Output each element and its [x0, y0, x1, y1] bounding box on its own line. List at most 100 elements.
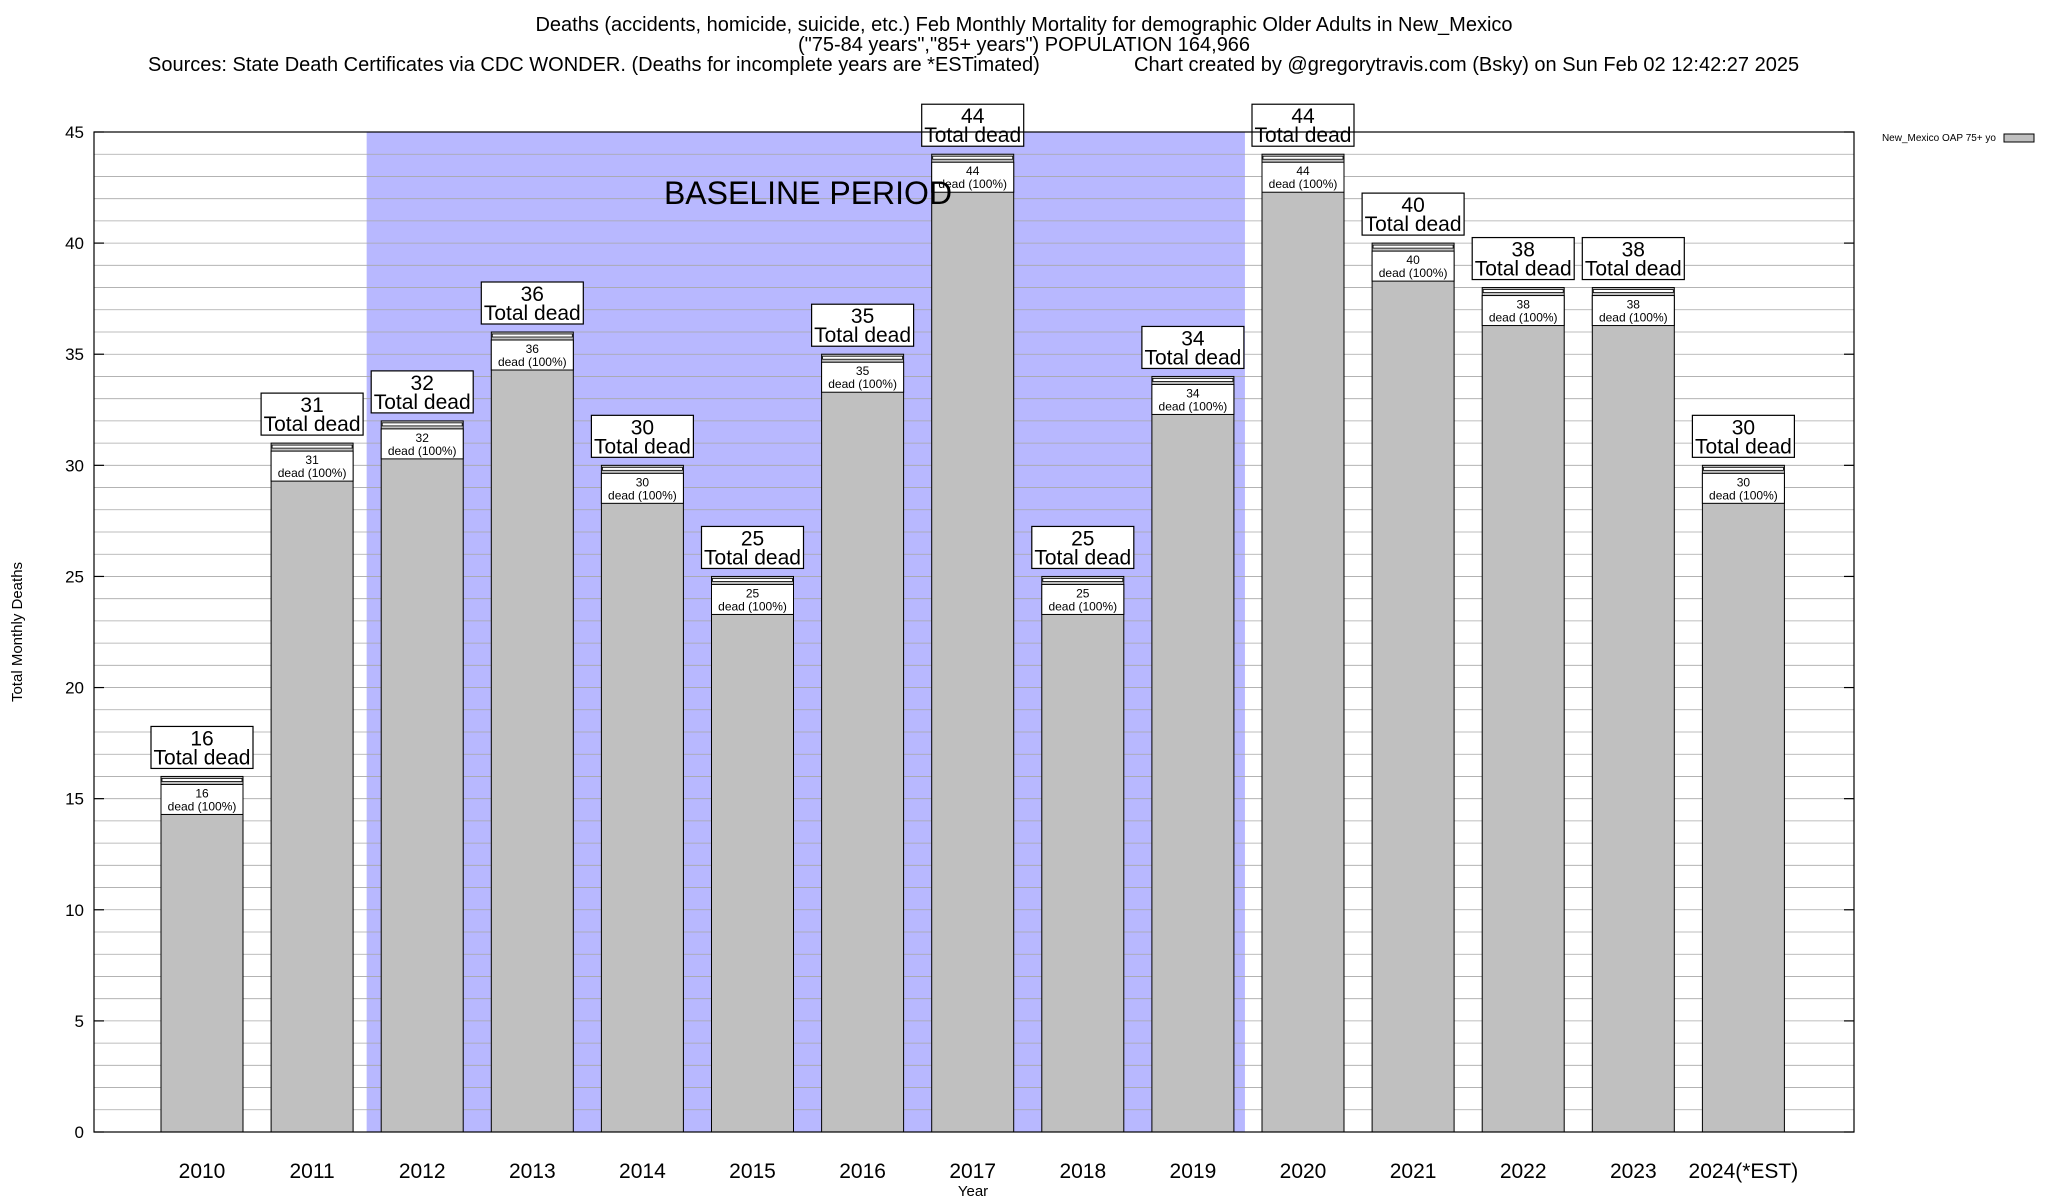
x-tick-label: 2017 [949, 1160, 996, 1183]
bar-top-strip [1152, 378, 1234, 382]
bar-2015 [711, 575, 794, 1133]
total-label-box [810, 303, 915, 347]
total-label-box [1581, 236, 1685, 281]
inner-value-label: 16 [195, 786, 209, 800]
bar-top-strip [1592, 289, 1674, 293]
total-value-label: 40 [1401, 194, 1424, 217]
bar-2022 [1481, 287, 1565, 1133]
legend-swatch [2003, 133, 2035, 143]
x-tick-label: 2012 [399, 1160, 446, 1183]
total-value-label: 32 [411, 372, 434, 395]
total-label-box [480, 281, 584, 325]
total-label-box [921, 103, 1025, 147]
bar-2018 [1041, 575, 1125, 1133]
total-dead-label: Total dead [154, 746, 251, 769]
total-value-label: 16 [190, 727, 213, 750]
total-value-label: 34 [1181, 327, 1205, 350]
total-label-box [1141, 325, 1245, 370]
inner-label-box [160, 783, 244, 815]
total-dead-label: Total dead [1255, 124, 1352, 147]
y-tick-label: 25 [65, 567, 84, 586]
inner-percent-label: dead (100%) [718, 599, 787, 613]
inner-value-label: 30 [1737, 475, 1751, 489]
chart-title: Deaths (accidents, homicide, suicide, et… [535, 14, 1513, 36]
total-label-box [150, 725, 254, 770]
inner-percent-label: dead (100%) [938, 177, 1007, 191]
inner-label-box [380, 428, 464, 460]
bar-2011 [270, 442, 354, 1133]
bar-top-strip [491, 333, 573, 338]
inner-percent-label: dead (100%) [168, 799, 237, 813]
bar-top-strip [822, 355, 903, 360]
bar-2017 [931, 153, 1015, 1133]
inner-label-box [931, 161, 1015, 193]
total-label-box [590, 414, 695, 458]
bar-top-strip [1372, 244, 1454, 249]
inner-label-box [1371, 250, 1455, 282]
inner-value-label: 31 [305, 453, 319, 467]
inner-percent-label: dead (100%) [498, 355, 567, 369]
inner-percent-label: dead (100%) [608, 488, 677, 502]
y-tick-label: 20 [65, 679, 84, 698]
inner-value-label: 35 [856, 364, 870, 378]
inner-percent-label: dead (100%) [1599, 311, 1668, 325]
bar-top-strip [712, 578, 793, 582]
x-tick-label: 2022 [1500, 1160, 1547, 1183]
total-dead-label: Total dead [1585, 258, 1682, 281]
legend-label: New_Mexico OAP 75+ yo [1882, 133, 1996, 144]
total-value-label: 30 [631, 416, 654, 439]
y-tick-label: 10 [65, 901, 84, 920]
total-dead-label: Total dead [1365, 213, 1462, 236]
total-label-box [1691, 414, 1796, 458]
total-value-label: 36 [521, 283, 544, 306]
inner-percent-label: dead (100%) [1379, 266, 1448, 280]
total-label-box [370, 370, 474, 414]
total-value-label: 38 [1622, 239, 1645, 262]
bar-top-strip [1482, 289, 1564, 293]
total-value-label: 38 [1512, 239, 1535, 262]
x-tick-label: 2018 [1059, 1160, 1106, 1183]
inner-label-box [1591, 295, 1675, 327]
total-label-box [1361, 192, 1465, 236]
inner-percent-label: dead (100%) [1159, 399, 1228, 413]
legend: New_Mexico OAP 75+ yo [1882, 133, 2035, 144]
total-dead-label: Total dead [1475, 258, 1572, 281]
x-tick-label: 2023 [1610, 1160, 1657, 1183]
total-dead-label: Total dead [1144, 346, 1241, 369]
y-tick-label: 35 [65, 345, 84, 364]
x-tick-label: 2011 [290, 1160, 335, 1183]
inner-label-box [1041, 583, 1125, 615]
total-dead-label: Total dead [1034, 546, 1131, 569]
total-dead-label: Total dead [924, 124, 1021, 147]
y-axis-label: Total Monthly Deaths [9, 562, 26, 702]
bar-top-strip [932, 155, 1014, 160]
total-value-label: 31 [300, 394, 323, 417]
total-dead-label: Total dead [264, 413, 361, 436]
bar-top-strip [1262, 155, 1344, 160]
bar-top-strip [1703, 466, 1784, 471]
inner-value-label: 44 [966, 164, 980, 178]
inner-value-label: 34 [1186, 386, 1200, 400]
inner-value-label: 36 [526, 342, 540, 356]
inner-label-box [1481, 295, 1565, 327]
total-dead-label: Total dead [484, 302, 581, 325]
total-label-box [1251, 103, 1355, 147]
inner-value-label: 30 [636, 475, 650, 489]
x-tick-label: 2019 [1170, 1160, 1217, 1183]
total-value-label: 35 [851, 305, 874, 328]
total-value-label: 44 [961, 105, 985, 128]
inner-label-box [490, 339, 574, 371]
inner-label-box [270, 450, 354, 482]
total-value-label: 44 [1291, 105, 1315, 128]
total-dead-label: Total dead [814, 324, 911, 347]
inner-label-box [1151, 383, 1235, 415]
axes: 0 5 10 15 20 25 30 35 40 45 2010 2011 2012 2013 2014 20… [65, 123, 1854, 1183]
x-tick-label: 2020 [1280, 1160, 1327, 1183]
bar-2013 [490, 331, 574, 1133]
total-value-label: 30 [1732, 416, 1755, 439]
y-tick-label: 30 [65, 456, 84, 475]
inner-label-box [821, 361, 905, 393]
